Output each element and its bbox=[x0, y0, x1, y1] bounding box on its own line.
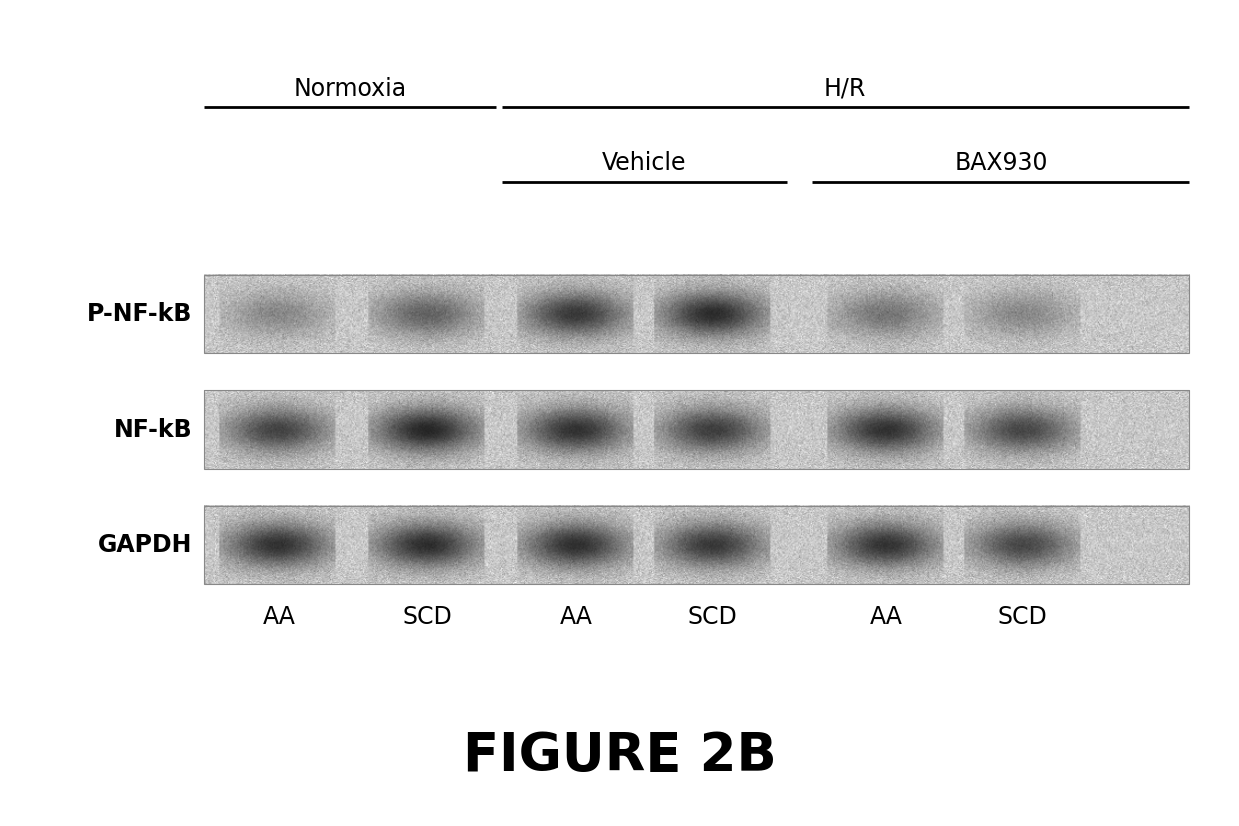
Text: AA: AA bbox=[263, 605, 295, 629]
Bar bbox=[204, 506, 1189, 585]
Text: AA: AA bbox=[560, 605, 592, 629]
Bar bbox=[204, 391, 1189, 468]
Text: H/R: H/R bbox=[824, 77, 866, 101]
Text: NF-kB: NF-kB bbox=[114, 417, 192, 442]
Text: Vehicle: Vehicle bbox=[602, 151, 686, 175]
Text: SCD: SCD bbox=[688, 605, 737, 629]
Text: AA: AA bbox=[870, 605, 902, 629]
Text: SCD: SCD bbox=[403, 605, 452, 629]
Text: P-NF-kB: P-NF-kB bbox=[87, 301, 192, 326]
Text: GAPDH: GAPDH bbox=[98, 533, 192, 558]
Text: Normoxia: Normoxia bbox=[294, 77, 408, 101]
Text: BAX930: BAX930 bbox=[954, 151, 1048, 175]
Text: SCD: SCD bbox=[997, 605, 1047, 629]
Text: FIGURE 2B: FIGURE 2B bbox=[462, 730, 777, 781]
Bar bbox=[204, 274, 1189, 354]
